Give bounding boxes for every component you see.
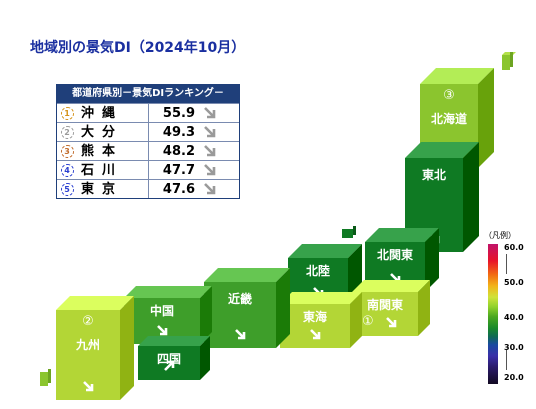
rank-medal: 2 xyxy=(57,125,77,139)
region-block-tokai: 東海 xyxy=(280,292,362,348)
trend-arrow-icon xyxy=(199,106,239,120)
trend-arrow-icon xyxy=(199,163,239,177)
legend: （凡例） 60.0 50.0 40.0 30.0 20.0 xyxy=(480,230,530,390)
trend-arrow-icon xyxy=(199,182,239,196)
ranking-row: 1 沖縄 55.9 xyxy=(57,103,239,122)
prefecture-name: 東京 xyxy=(77,180,149,198)
legend-up-arrow xyxy=(506,254,507,274)
arrow-down-right-icon xyxy=(233,326,247,345)
rank-medal: 4 xyxy=(57,163,77,177)
ranking-row: 2 大分 49.3 xyxy=(57,122,239,141)
region-label: 北陸 xyxy=(305,264,330,278)
region-label: 中国 xyxy=(149,304,174,318)
arrow-up-right-icon xyxy=(162,358,176,377)
ranking-header: 都道府県別－景気DIランキング－ xyxy=(57,85,239,103)
arrow-down-right-icon xyxy=(155,322,169,341)
rank-medal: 1 xyxy=(57,106,77,120)
legend-tick: 20.0 xyxy=(504,373,524,382)
rank-medal: 5 xyxy=(57,182,77,196)
region-block-kyushu: ② 九州 xyxy=(56,296,134,400)
arrow-down-right-icon xyxy=(81,378,95,397)
legend-color-bar xyxy=(488,244,498,384)
ranking-row: 3 熊本 48.2 xyxy=(57,141,239,160)
trend-arrow-icon xyxy=(199,125,239,139)
di-value: 49.3 xyxy=(162,124,195,140)
region-label: 近畿 xyxy=(227,292,252,306)
prefecture-name: 石川 xyxy=(77,161,149,179)
region-label: 九州 xyxy=(75,338,100,352)
ranking-row: 5 東京 47.6 xyxy=(57,179,239,198)
prefecture-name: 沖縄 xyxy=(77,104,149,122)
arrow-down-right-icon xyxy=(384,314,398,333)
legend-tick: 60.0 xyxy=(504,243,524,252)
arrow-down-right-icon xyxy=(308,326,322,345)
island-okinawa xyxy=(40,369,51,386)
region-block-kinki: 近畿 xyxy=(204,268,290,348)
region-block-shikoku: 四国 xyxy=(138,336,210,380)
region-rank-badge: ② xyxy=(82,314,94,329)
rank-medal: 3 xyxy=(57,144,77,158)
ranking-table: 都道府県別－景気DIランキング－ 1 沖縄 55.9 2 大分 49.3 3 熊本 48.2 4 石… xyxy=(56,84,240,199)
region-label: 南関東 xyxy=(366,298,403,312)
legend-down-arrow xyxy=(506,350,507,370)
region-block-tohoku: 東北 xyxy=(405,142,479,252)
region-rank-badge: ③ xyxy=(443,88,455,103)
island-sado xyxy=(342,226,356,238)
di-value: 47.6 xyxy=(162,181,195,197)
legend-title: （凡例） xyxy=(484,231,516,240)
region-label: 北海道 xyxy=(430,112,467,126)
di-value: 48.2 xyxy=(162,143,195,159)
trend-arrow-icon xyxy=(199,144,239,158)
region-block-minamikanto: 南関東 ① xyxy=(352,280,430,336)
island-north xyxy=(502,52,516,70)
region-rank-badge: ① xyxy=(362,314,374,329)
ranking-row: 4 石川 47.7 xyxy=(57,160,239,179)
legend-tick: 40.0 xyxy=(504,313,524,322)
page-title: 地域別の景気DI（2024年10月） xyxy=(30,40,246,56)
region-label: 東北 xyxy=(421,168,446,182)
region-label: 東海 xyxy=(302,310,327,324)
di-value: 47.7 xyxy=(162,162,195,178)
legend-tick: 50.0 xyxy=(504,278,524,287)
legend-tick: 30.0 xyxy=(504,343,524,352)
region-label: 北関東 xyxy=(376,248,413,262)
region-label: 四国 xyxy=(156,352,181,366)
prefecture-name: 大分 xyxy=(77,123,149,141)
di-value: 55.9 xyxy=(162,105,195,121)
prefecture-name: 熊本 xyxy=(77,142,149,160)
